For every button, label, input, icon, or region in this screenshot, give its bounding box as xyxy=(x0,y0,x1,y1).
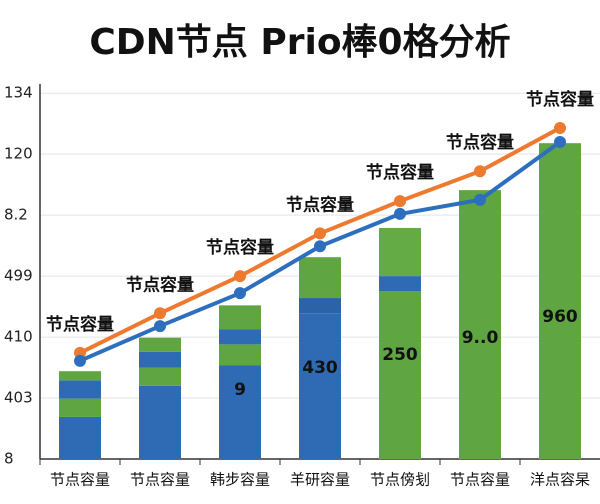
x-tick-label: 韩步容量 xyxy=(210,471,270,489)
y-tick-label: 8.2 xyxy=(4,206,28,224)
line-point xyxy=(74,354,86,367)
bar-segment xyxy=(139,337,181,352)
annotation: 节点容量 xyxy=(206,237,274,258)
annotation: 节点容量 xyxy=(366,162,434,183)
bar-segment xyxy=(219,305,261,330)
bar-segment xyxy=(379,227,421,277)
bar-segment xyxy=(459,190,501,459)
y-tick-label: 120 xyxy=(4,145,33,163)
bar-segment xyxy=(219,344,261,366)
line-point xyxy=(154,307,166,320)
line-point xyxy=(314,227,326,240)
line-point xyxy=(474,165,486,178)
annotation: 节点容量 xyxy=(126,274,194,295)
bar-label: 9 xyxy=(234,380,246,400)
bar-segment xyxy=(59,398,101,417)
annotation: 节点容量 xyxy=(446,132,514,153)
line-point xyxy=(234,270,246,283)
chart-title: CDN节点 Prio棒0格分析 xyxy=(89,22,510,63)
x-tick-label: 节点容量 xyxy=(450,471,510,489)
line-point xyxy=(394,195,406,208)
line-point xyxy=(234,287,246,300)
bar-segment xyxy=(139,367,181,386)
x-tick-label: 羊研容量 xyxy=(290,471,350,489)
bar-segment xyxy=(59,380,101,399)
bar-segment xyxy=(139,385,181,459)
y-tick-label: 403 xyxy=(4,389,33,407)
line-point xyxy=(554,135,566,148)
bar-label: 9..0 xyxy=(462,328,499,348)
bar-segment xyxy=(379,291,421,459)
x-tick-label: 节点容量 xyxy=(130,471,190,489)
bar-segment xyxy=(59,371,101,381)
y-tick-label: 499 xyxy=(4,267,33,285)
bar-segment xyxy=(379,276,421,292)
bar-segment xyxy=(219,329,261,345)
line-point xyxy=(154,320,166,333)
line-point xyxy=(314,240,326,253)
annotation: 节点容量 xyxy=(526,89,594,110)
bar-segment xyxy=(299,257,341,299)
x-tick-label: 洋点容杲 xyxy=(530,471,590,489)
x-tick-label: 节点傍刬 xyxy=(370,471,430,489)
bar-segment xyxy=(219,365,261,459)
annotation: 节点容量 xyxy=(46,314,114,335)
bar-segment xyxy=(539,143,581,459)
x-tick-label: 节点容量 xyxy=(50,471,110,489)
bar-label: 960 xyxy=(542,307,578,327)
y-tick-label: 134 xyxy=(4,84,33,102)
bar-segment xyxy=(299,298,341,314)
line-point xyxy=(474,193,486,206)
y-tick-label: 410 xyxy=(4,328,33,346)
bar-segment xyxy=(139,351,181,368)
annotation: 节点容量 xyxy=(286,194,354,215)
bar-label: 250 xyxy=(382,345,418,365)
bar-segment xyxy=(59,416,101,459)
y-tick-label: 8 xyxy=(4,450,14,468)
line-point xyxy=(394,207,406,220)
line-point xyxy=(554,121,566,134)
bar-segment xyxy=(299,313,341,459)
bar-label: 430 xyxy=(302,358,338,378)
